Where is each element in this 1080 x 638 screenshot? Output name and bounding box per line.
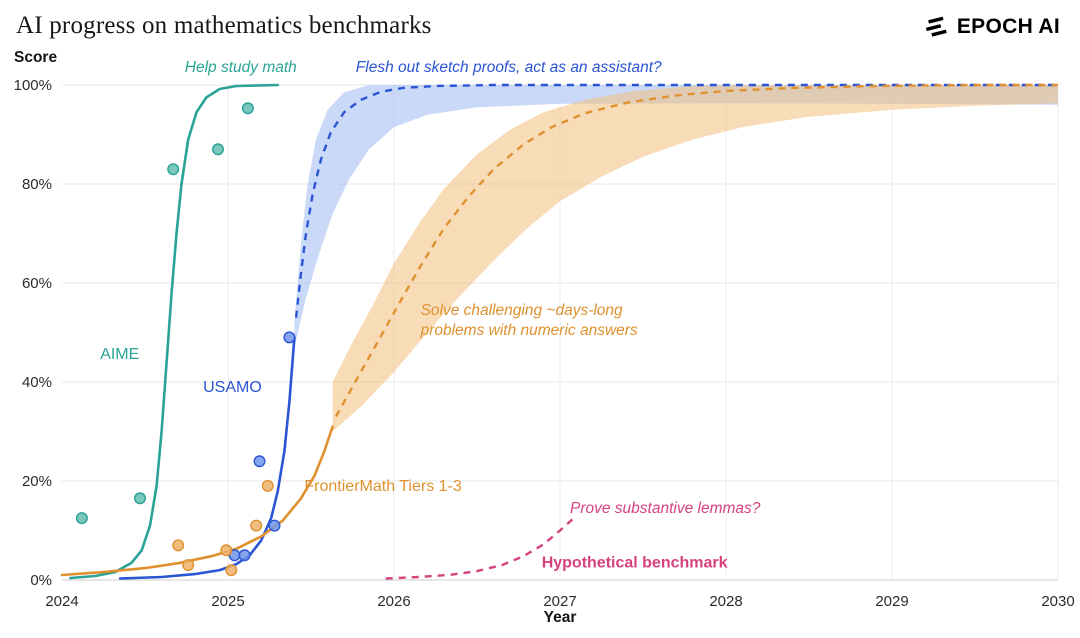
x-tick-label: 2027 bbox=[543, 593, 576, 610]
y-tick-label: 20% bbox=[22, 473, 52, 490]
data-point-frontiermath-tiers-1-3 bbox=[261, 479, 274, 492]
series-label-usamo: USAMO bbox=[203, 379, 262, 396]
uncertainty-band-usamo bbox=[294, 85, 1058, 348]
data-point-frontiermath-tiers-1-3 bbox=[225, 564, 238, 577]
series-label-frontiermath-tiers-1-3: FrontierMath Tiers 1-3 bbox=[304, 478, 461, 495]
epoch-ai-logo-icon bbox=[925, 16, 947, 37]
x-tick-label: 2024 bbox=[45, 593, 78, 610]
x-tick-label: 2030 bbox=[1041, 593, 1074, 610]
x-axis-title: Year bbox=[544, 609, 577, 626]
y-axis-title: Score bbox=[14, 49, 57, 66]
data-point-frontiermath-tiers-1-3 bbox=[250, 519, 263, 532]
y-tick-label: 40% bbox=[22, 374, 52, 391]
y-tick-label: 0% bbox=[30, 572, 52, 589]
data-point-aime bbox=[75, 512, 88, 525]
epoch-ai-logo-text: EPOCH AI bbox=[956, 15, 1060, 38]
annotation-help-study-math: Help study math bbox=[185, 59, 297, 76]
data-point-usamo bbox=[268, 519, 281, 532]
projection-hypothetical-benchmark bbox=[385, 514, 578, 580]
chart-canvas: AIME USAMO FrontierMath Tiers 1-3 Hypotheti… bbox=[14, 49, 1075, 626]
x-tick-label: 2026 bbox=[377, 593, 410, 610]
series-label-aime: AIME bbox=[100, 346, 139, 363]
annotation-flesh-out-sketch-proofs: Flesh out sketch proofs, act as an assis… bbox=[356, 59, 662, 76]
header: AI progress on mathematics benchmarks EP… bbox=[0, 0, 1080, 44]
data-point-aime bbox=[133, 492, 146, 505]
y-tick-label: 60% bbox=[22, 275, 52, 292]
data-point-aime bbox=[167, 163, 180, 176]
data-point-frontiermath-tiers-1-3 bbox=[172, 539, 185, 552]
x-tick-label: 2028 bbox=[709, 593, 742, 610]
x-tick-label: 2029 bbox=[875, 593, 908, 610]
line-aime bbox=[69, 83, 280, 580]
projection-frontiermath-tiers-1-3 bbox=[334, 83, 1058, 418]
uncertainty-band-frontiermath-tiers-1-3 bbox=[332, 85, 1059, 432]
series-label-hypothetical-benchmark: Hypothetical benchmark bbox=[542, 555, 728, 572]
data-point-frontiermath-tiers-1-3 bbox=[182, 559, 195, 572]
x-tick-label: 2025 bbox=[211, 593, 244, 610]
data-point-usamo bbox=[253, 455, 266, 468]
line-frontiermath-tiers-1-3 bbox=[60, 425, 334, 577]
y-tick-label: 80% bbox=[22, 176, 52, 193]
y-tick-label: 100% bbox=[14, 77, 52, 94]
epoch-ai-logo: EPOCH AI bbox=[923, 14, 1060, 40]
annotation-prove-substantive-lemmas: Prove substantive lemmas? bbox=[570, 500, 761, 517]
page-title: AI progress on mathematics benchmarks bbox=[16, 12, 432, 39]
data-point-aime bbox=[211, 143, 224, 156]
data-point-frontiermath-tiers-1-3 bbox=[220, 544, 233, 557]
data-point-usamo bbox=[283, 331, 296, 344]
data-point-usamo bbox=[238, 549, 251, 562]
data-point-aime bbox=[241, 102, 254, 115]
annotation-solve-challenging-problems: Solve challenging ~days-long problems wit… bbox=[420, 302, 638, 339]
projection-usamo bbox=[294, 83, 1058, 318]
line-usamo bbox=[118, 336, 296, 580]
